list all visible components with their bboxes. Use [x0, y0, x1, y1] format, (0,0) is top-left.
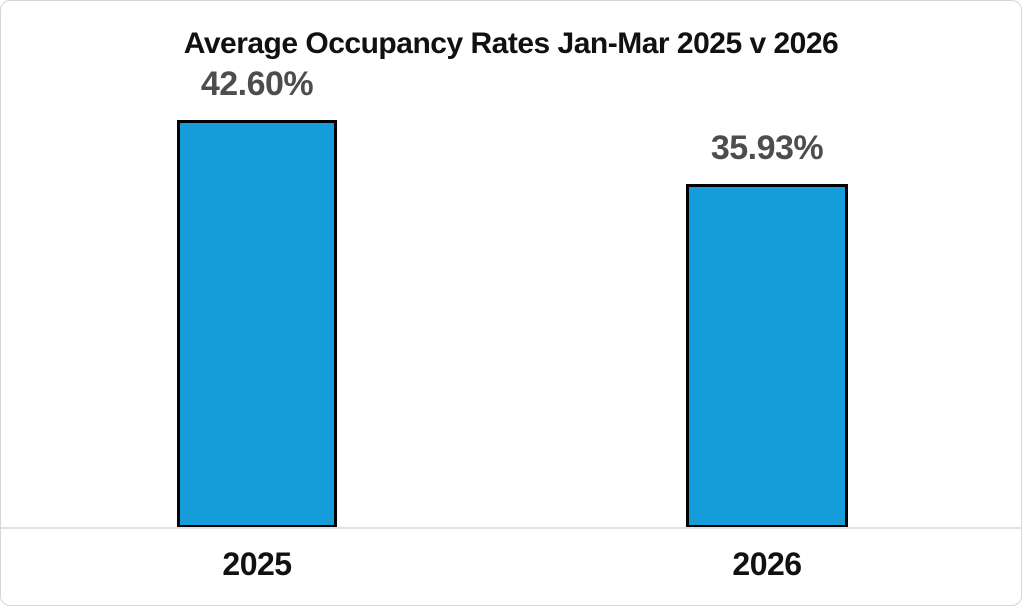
x-axis-labels: 2025 2026: [1, 546, 1021, 596]
x-axis-line: [1, 527, 1021, 529]
x-axis-label-2026: 2026: [732, 546, 802, 582]
x-axis-label-2025: 2025: [222, 546, 292, 582]
data-label-2026: 35.93%: [710, 129, 824, 167]
bar-2026: [686, 184, 848, 528]
bar-2025: [177, 120, 337, 528]
data-label-2025: 42.60%: [200, 65, 314, 103]
chart-title: Average Occupancy Rates Jan-Mar 2025 v 2…: [183, 27, 839, 60]
plot-area: 42.60% 35.93%: [1, 1, 1021, 528]
